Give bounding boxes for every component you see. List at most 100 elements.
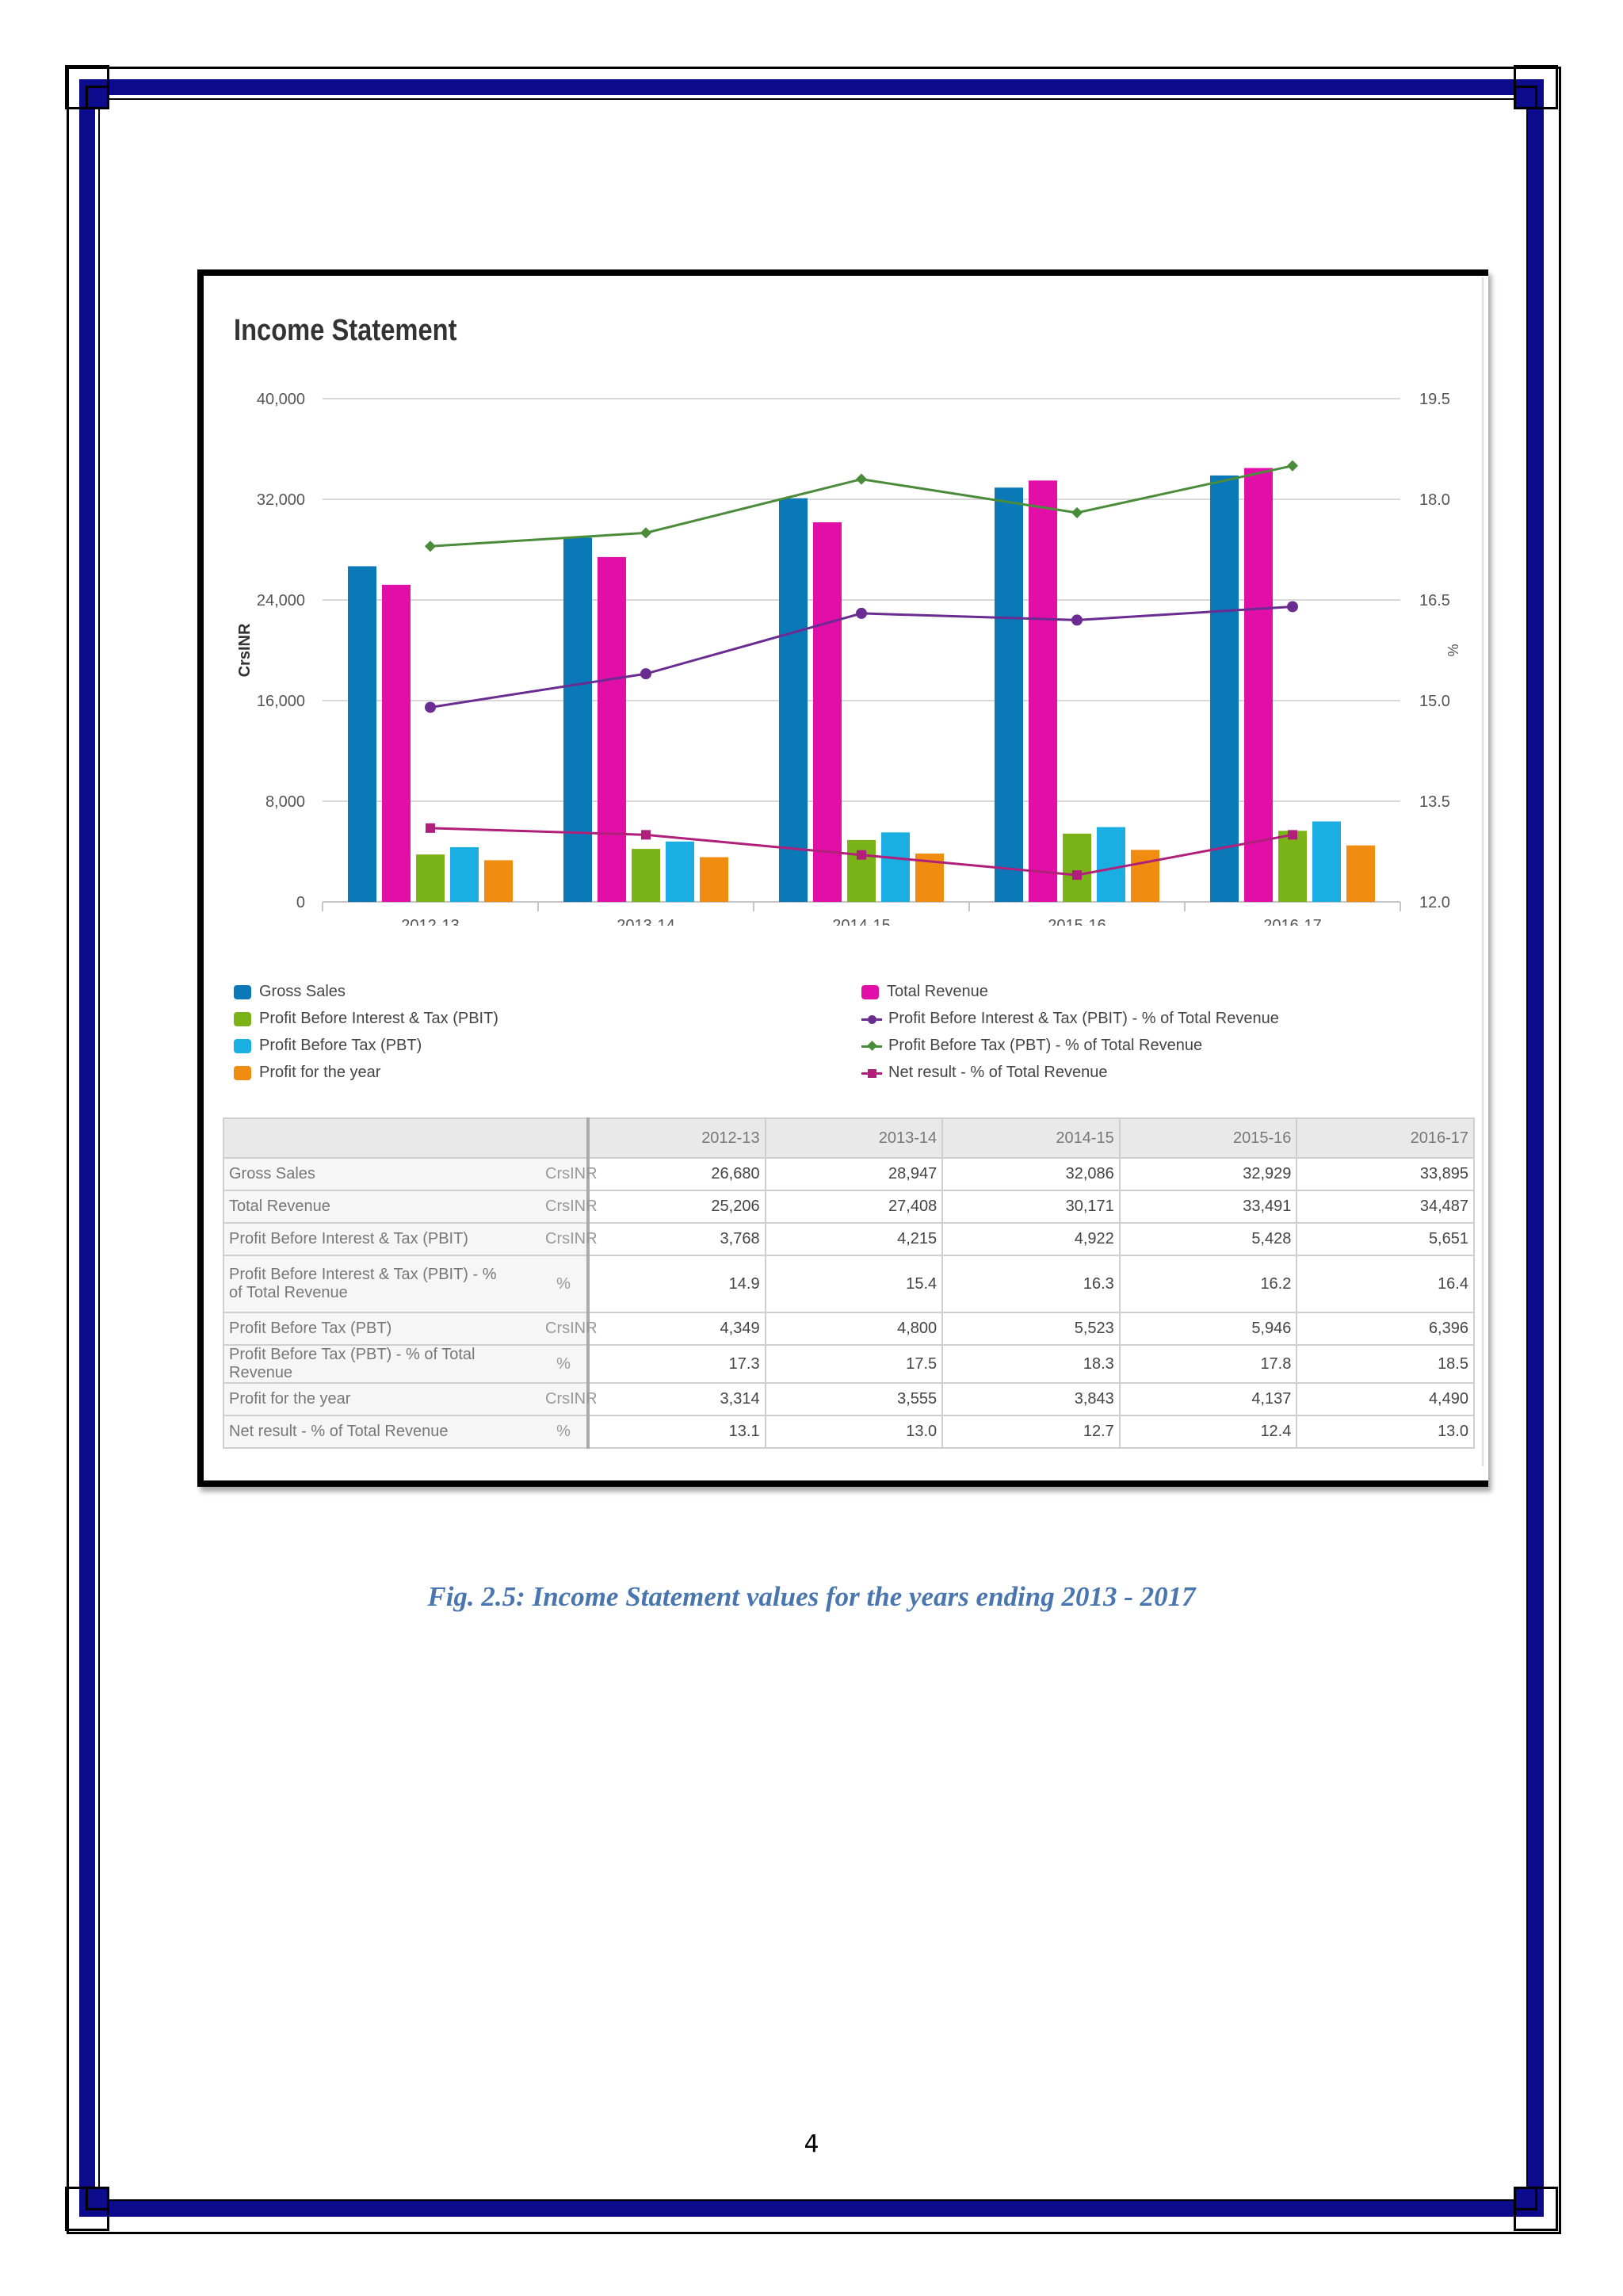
table-row: Total Revenue CrsINR 25,206 27,408 30,171 33,…	[223, 1190, 1475, 1224]
bar	[700, 857, 728, 902]
bar	[1063, 833, 1091, 902]
y2-tick-label: 15.0	[1419, 693, 1450, 710]
page-border-inner	[98, 98, 1528, 2201]
bar	[1346, 845, 1375, 902]
legend-item[interactable]: Gross Sales	[234, 983, 346, 1001]
table-header-blank	[223, 1117, 590, 1159]
figure-edge	[1482, 277, 1484, 1466]
line-point	[1287, 601, 1298, 613]
legend-marker	[234, 984, 251, 999]
table-cell: 14.9	[587, 1255, 766, 1313]
table-row-unit: CrsINR	[540, 1222, 598, 1256]
table-row: Net result - % of Total Revenue% 13.1 13.0…	[223, 1415, 1475, 1449]
table-row-label: Gross Sales	[223, 1157, 540, 1191]
legend-marker	[234, 1065, 251, 1080]
legend-item[interactable]: Profit for the year	[234, 1064, 380, 1082]
table-cell: 34,487	[1296, 1190, 1475, 1224]
line-point	[1072, 870, 1082, 881]
table-cell: 4,215	[764, 1222, 944, 1256]
legend-marker	[861, 984, 879, 999]
series-line	[430, 605, 1293, 709]
table-header-year: 2015-16	[1118, 1117, 1298, 1159]
bar	[563, 537, 592, 902]
income-statement-table: 2012-13 2013-14 2014-15 2015-16 2016-17 …	[223, 1117, 1475, 1449]
bar	[382, 584, 411, 902]
table-cell: 16.2	[1118, 1255, 1298, 1313]
legend-marker	[861, 1012, 882, 1026]
border-corner-ornament	[65, 2187, 109, 2231]
bar	[881, 832, 910, 902]
legend-marker	[234, 1011, 251, 1026]
table-cell: 30,171	[941, 1190, 1121, 1224]
table-row-label: Profit Before Interest & Tax (PBIT) - % …	[223, 1255, 540, 1313]
legend-item[interactable]: Net result - % of Total Revenue	[861, 1064, 1107, 1082]
table-cell: 5,428	[1118, 1222, 1298, 1256]
bar	[779, 498, 808, 902]
y-tick-label: 32,000	[257, 491, 305, 509]
y2-tick-label: 19.5	[1419, 391, 1450, 408]
x-tick-label: 2012-13	[401, 917, 459, 926]
table-cell: 17.3	[587, 1344, 766, 1384]
bar	[847, 839, 876, 902]
y-tick-label: 40,000	[257, 391, 305, 408]
line-point	[426, 823, 435, 833]
table-header-year: 2013-14	[764, 1117, 944, 1159]
line-point	[640, 668, 651, 680]
legend-label: Profit Before Tax (PBT) - % of Total Rev…	[888, 1037, 1203, 1054]
table-cell: 12.4	[1118, 1415, 1298, 1449]
table-cell: 4,137	[1118, 1382, 1298, 1416]
line-point	[424, 541, 437, 552]
table-cell: 3,843	[941, 1382, 1121, 1416]
legend-item[interactable]: Total Revenue	[861, 983, 988, 1001]
line-point	[857, 850, 866, 860]
y2-tick-label: 18.0	[1419, 491, 1450, 509]
line-point	[1071, 506, 1083, 519]
table-cell: 33,491	[1118, 1190, 1298, 1224]
border-corner-ornament	[1514, 65, 1558, 109]
table-row: Gross Sales CrsINR 26,680 28,947 32,086 32,92…	[223, 1157, 1475, 1191]
table-cell: 25,206	[587, 1190, 766, 1224]
table-row-unit: CrsINR	[540, 1312, 598, 1346]
y2-tick-label: 16.5	[1419, 592, 1450, 609]
table-cell: 4,800	[764, 1312, 944, 1346]
table-cell: 27,408	[764, 1190, 944, 1224]
page-border-outer	[67, 67, 1561, 2234]
line-point	[425, 701, 436, 713]
legend-item[interactable]: Profit Before Tax (PBT) - % of Total Rev…	[861, 1037, 1202, 1055]
bar	[1278, 831, 1307, 902]
bar	[598, 556, 626, 902]
bar	[1029, 480, 1057, 902]
bar	[484, 860, 513, 902]
bar	[1097, 827, 1125, 902]
table-header-row: 2012-13 2013-14 2014-15 2015-16 2016-17	[223, 1117, 1475, 1159]
y-tick-label: 0	[296, 894, 305, 911]
table-cell: 5,523	[941, 1312, 1121, 1346]
bar	[995, 487, 1023, 902]
table-cell: 13.0	[1296, 1415, 1475, 1449]
line-point	[1288, 830, 1297, 840]
table-cell: 18.5	[1296, 1344, 1475, 1384]
line-point	[856, 607, 867, 619]
page-border	[79, 79, 1544, 2217]
line-point	[1071, 614, 1083, 626]
legend-marker	[234, 1038, 251, 1053]
table-cell: 18.3	[941, 1344, 1121, 1384]
table-cell: 28,947	[764, 1157, 944, 1191]
x-tick-label: 2013-14	[617, 917, 674, 926]
bar	[1131, 850, 1159, 902]
y-tick-label: 8,000	[265, 793, 305, 811]
legend-item[interactable]: Profit Before Interest & Tax (PBIT)	[234, 1010, 498, 1028]
legend-item[interactable]: Profit Before Tax (PBT)	[234, 1037, 422, 1055]
bar	[450, 846, 479, 902]
table-row-label: Net result - % of Total Revenue	[223, 1415, 540, 1449]
line-point	[641, 830, 651, 840]
chart-title: Income Statement	[234, 314, 457, 347]
table-row-unit: CrsINR	[540, 1382, 598, 1416]
table-header-year: 2014-15	[941, 1117, 1121, 1159]
bar	[1210, 475, 1239, 902]
legend-item[interactable]: Profit Before Interest & Tax (PBIT) - % …	[861, 1010, 1279, 1028]
table-cell: 16.4	[1296, 1255, 1475, 1313]
table-row-label: Profit Before Interest & Tax (PBIT)	[223, 1222, 540, 1256]
table-header-year: 2016-17	[1296, 1117, 1475, 1159]
table-header-year: 2012-13	[587, 1117, 766, 1159]
